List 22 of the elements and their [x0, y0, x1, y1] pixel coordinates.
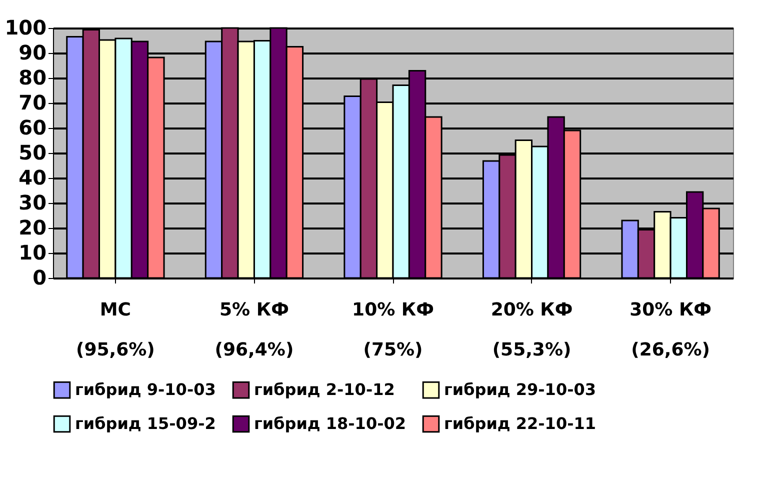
legend-label: гибрид 29-10-03 — [444, 380, 596, 400]
y-tick-label: 80 — [18, 66, 46, 90]
y-tick-label: 0 — [32, 266, 46, 290]
legend-label: гибрид 9-10-03 — [75, 380, 216, 400]
y-tick-label: 30 — [18, 190, 46, 214]
y-tick-label: 10 — [18, 240, 46, 264]
y-tick-label: 60 — [18, 116, 46, 140]
x-tick-label: 20% КФ (55,3%) — [490, 300, 573, 360]
y-tick-label: 50 — [18, 140, 46, 164]
x-tick-label: 30% КФ (26,6%) — [630, 300, 712, 360]
x-tick-label: МС (95,6%) — [76, 300, 155, 360]
legend-label: гибрид 15-09-2 — [75, 414, 216, 433]
x-tick-label: 10% КФ (75%) — [352, 300, 434, 360]
legend-label: гибрид 18-10-02 — [254, 414, 406, 433]
legend-label: гибрид 2-10-12 — [254, 380, 395, 400]
y-tick-label: 70 — [18, 90, 46, 114]
x-tick-label: 5% КФ (96,4%) — [214, 300, 294, 360]
y-tick-label: 20 — [18, 216, 46, 240]
y-tick-label: 100 — [4, 16, 46, 40]
y-tick-label: 40 — [18, 166, 46, 190]
y-tick-label: 90 — [18, 40, 46, 64]
legend-label: гибрид 22-10-11 — [444, 414, 596, 433]
